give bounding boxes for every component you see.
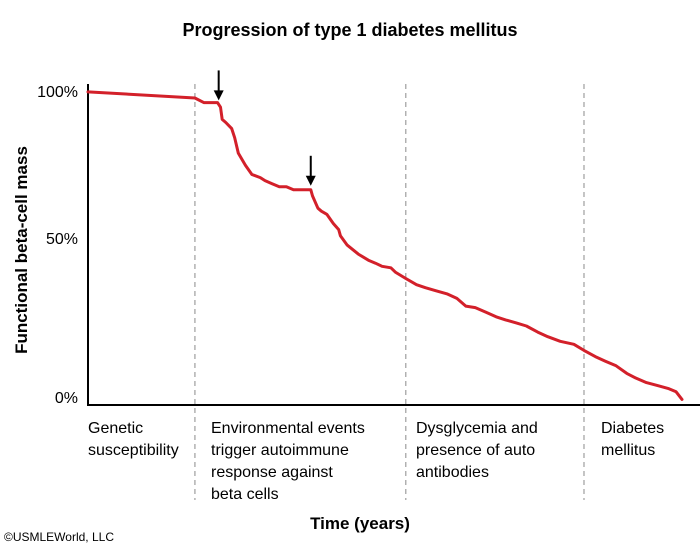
x-axis-label: Time (years) [310,514,410,533]
copyright-notice: ©USMLEWorld, LLC [4,530,114,544]
stage-label-dysglycemia: Dysglycemia and presence of auto antibod… [416,420,538,481]
beta-cell-mass-curve [86,90,684,401]
trigger-arrow-1 [213,70,224,101]
trigger-arrow-2 [305,155,316,186]
y-tick-label-100: 100% [37,84,78,101]
y-tick-label-0: 0% [54,390,78,407]
stage-label-genetic-susceptibility: Genetic susceptibility [88,420,179,459]
chart-title: Progression of type 1 diabetes mellitus [182,20,518,40]
stage-label-environmental-events: Environmental events trigger autoimmune … [211,420,365,503]
y-tick-label-50: 50% [45,231,78,248]
stage-label-diabetes-mellitus: Diabetes mellitus [601,420,665,459]
